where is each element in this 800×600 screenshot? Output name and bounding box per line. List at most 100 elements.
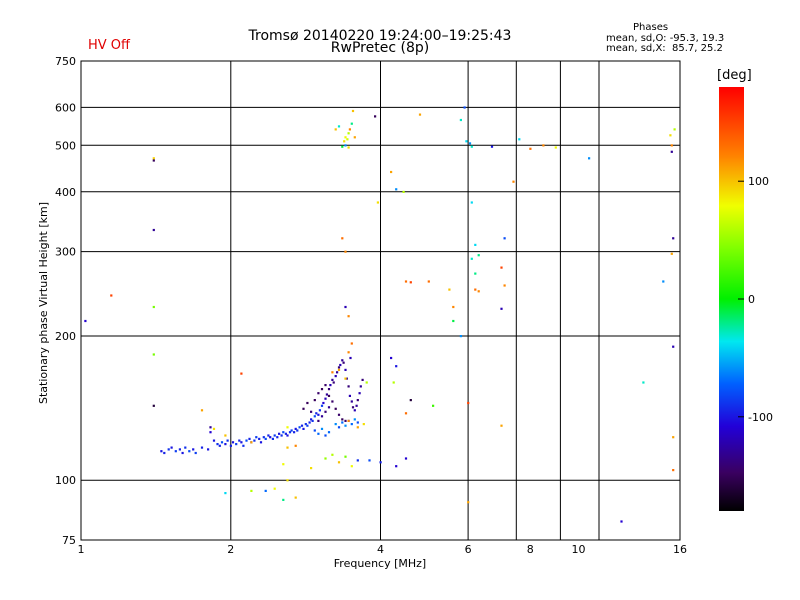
colorbar-tick-label: -100 [748,411,773,424]
echo-point [379,461,382,464]
echo-point [282,463,285,466]
echo-point [264,489,267,492]
echo-point [320,427,324,430]
echo-point [344,250,347,253]
echo-point [344,377,347,380]
echo-point [477,254,480,257]
colorbar-unit-label: [deg] [717,68,752,83]
echo-point [226,439,229,442]
echo-point [278,432,281,435]
echo-point [365,381,368,384]
echo-point [512,180,515,183]
echo-point [390,170,393,174]
echo-point [404,412,408,415]
echo-point [293,431,296,434]
echo-point [188,450,191,453]
echo-point [642,381,645,384]
echo-point [459,335,462,338]
phase-stats-extraordinary: mean, sd,X: 85.7, 25.2 [606,43,723,54]
echo-point [259,441,263,444]
echo-point [474,288,477,291]
echo-point [337,125,341,128]
echo-point [332,381,335,384]
echo-point [355,404,358,407]
y-tick-label: 100 [55,474,76,487]
echo-point [267,434,270,437]
echo-point [167,448,170,451]
echo-point [212,439,216,442]
echo-point [315,412,318,415]
echo-point [347,419,350,422]
echo-point [672,436,675,439]
echo-point [341,359,344,362]
y-tick-label: 200 [55,330,76,343]
echo-point [200,409,204,412]
echo-point [212,427,216,430]
echo-point [218,444,221,447]
echo-point [669,134,672,137]
echo-point [331,400,334,403]
echo-point [347,351,350,354]
hv-status-label: HV Off [88,38,130,53]
echo-point [152,404,155,407]
echo-point [250,489,253,492]
echo-point [304,423,307,426]
y-tick-label: 400 [55,186,76,199]
echo-point [327,406,331,409]
y-tick-label: 600 [55,101,76,114]
echo-point [310,418,313,421]
echo-point [178,448,181,451]
echo-point [392,381,395,384]
echo-point [298,426,301,429]
echo-point [347,146,350,149]
echo-point [320,388,324,391]
echo-point [341,237,344,240]
echo-point [468,142,472,145]
echo-point [353,418,356,421]
echo-point [220,441,224,444]
echo-point [470,201,473,204]
echo-point [311,419,314,422]
echo-point [337,413,341,416]
echo-point [302,407,305,410]
echo-point [320,415,324,418]
echo-point [327,431,331,434]
echo-point [356,426,359,429]
echo-point [341,421,344,424]
echo-point [324,434,327,437]
echo-point [376,201,379,204]
echo-point [334,407,337,410]
echo-point [337,426,341,429]
echo-point [238,439,241,442]
echo-point [343,140,346,143]
echo-point [337,461,341,464]
chart-subtitle: RwPretec (8p) [330,40,430,56]
colorbar-ticks: 100 0 -100 [738,175,773,424]
echo-point [390,356,393,360]
echo-point [248,437,251,440]
echo-point [286,426,289,429]
echo-point [448,288,451,291]
y-tick-label: 500 [55,139,76,152]
echo-point [152,157,155,160]
echo-point [329,384,332,387]
echo-point [500,307,503,310]
echo-point [224,443,227,446]
echo-point [463,106,466,109]
echo-point [554,146,557,149]
echo-point [264,437,267,440]
echo-point [452,319,455,323]
echo-point [200,446,204,449]
echo-point [588,157,591,160]
x-tick-label: 16 [673,543,687,556]
echo-point [347,385,350,388]
echo-point [334,128,337,131]
echo-point [209,431,212,434]
echo-point [152,305,155,309]
echo-point [152,228,155,232]
echo-point [368,459,371,462]
echo-point [286,479,289,482]
echo-point [503,237,506,240]
colorbar-tick-label: 100 [748,175,769,188]
